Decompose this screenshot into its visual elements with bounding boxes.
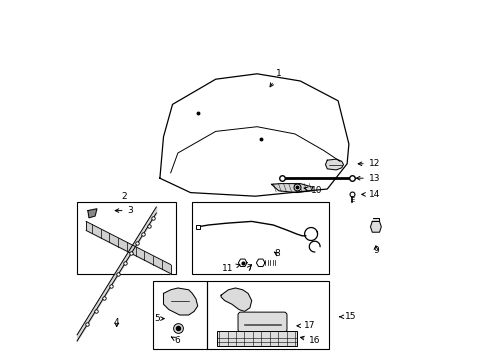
Text: 13: 13 xyxy=(356,174,380,183)
Polygon shape xyxy=(370,221,381,232)
Polygon shape xyxy=(271,184,312,193)
Bar xyxy=(217,331,296,346)
FancyBboxPatch shape xyxy=(238,312,286,332)
Text: 9: 9 xyxy=(372,246,378,255)
Polygon shape xyxy=(372,218,378,221)
Bar xyxy=(206,281,328,349)
Text: 2: 2 xyxy=(121,192,126,201)
Polygon shape xyxy=(221,288,251,311)
Text: 3: 3 xyxy=(115,206,133,215)
Text: 1: 1 xyxy=(269,69,281,87)
Text: 4: 4 xyxy=(114,318,119,327)
Text: 11: 11 xyxy=(222,264,240,273)
Text: 10: 10 xyxy=(304,186,322,195)
Polygon shape xyxy=(88,209,97,218)
Bar xyxy=(77,202,176,274)
Text: 14: 14 xyxy=(361,190,379,199)
Text: 12: 12 xyxy=(357,159,379,168)
Polygon shape xyxy=(163,288,197,315)
Polygon shape xyxy=(256,259,264,266)
Text: 16: 16 xyxy=(300,336,320,345)
Polygon shape xyxy=(238,259,246,266)
Bar xyxy=(192,202,328,274)
Text: 17: 17 xyxy=(296,321,315,330)
Polygon shape xyxy=(325,159,343,170)
Text: 15: 15 xyxy=(339,312,356,321)
Bar xyxy=(152,281,206,349)
Text: 8: 8 xyxy=(273,249,279,258)
Text: 6: 6 xyxy=(171,336,180,345)
Text: 7: 7 xyxy=(245,264,251,273)
Text: 5: 5 xyxy=(154,314,164,323)
